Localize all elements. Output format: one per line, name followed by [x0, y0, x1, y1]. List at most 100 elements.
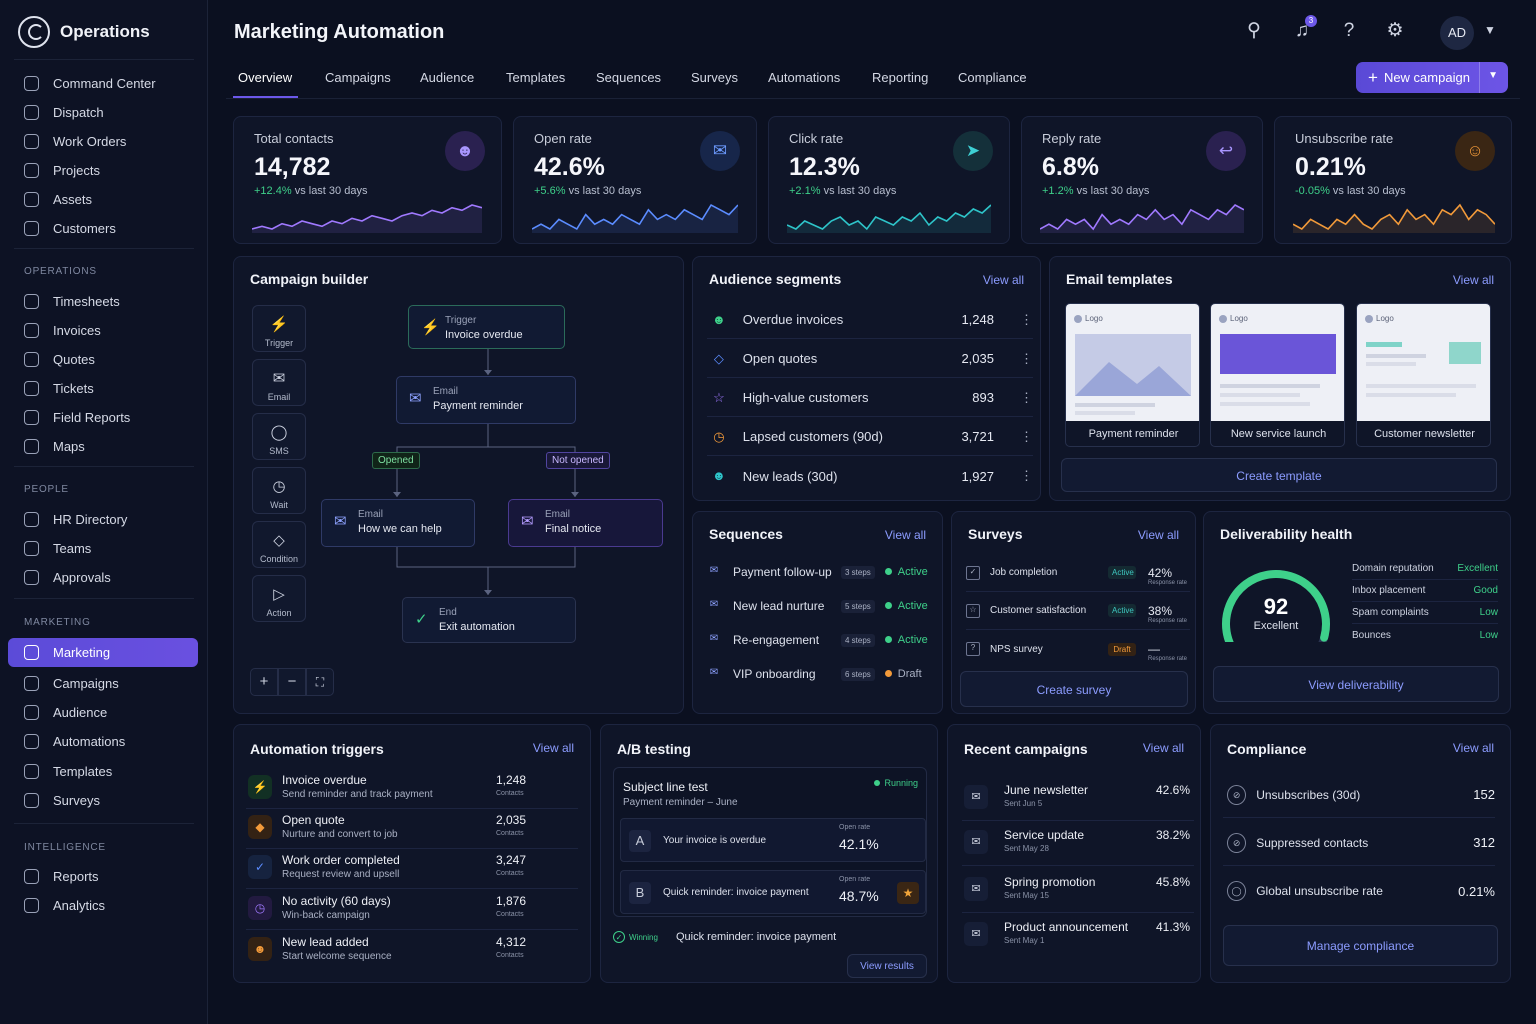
sidebar-item-work-orders[interactable]: Work Orders — [24, 128, 126, 154]
tool-email[interactable]: ✉ Email — [252, 359, 306, 406]
help-icon[interactable]: ? — [1343, 20, 1355, 41]
trigger-row[interactable]: ✓ Work order completed Request review and … — [246, 849, 578, 889]
sidebar-item-maps[interactable]: Maps — [24, 433, 85, 459]
flow-node-email-payment-reminder[interactable]: ✉ Email Payment reminder — [396, 376, 576, 424]
variant-a[interactable]: A Your invoice is overdue Open rate 42.1… — [620, 818, 926, 862]
manage-compliance-button[interactable]: Manage compliance — [1223, 925, 1498, 966]
sidebar-item-customers[interactable]: Customers — [24, 215, 116, 241]
chevron-down-icon[interactable]: ▼ — [1484, 23, 1496, 37]
campaign-row[interactable]: ✉ Product announcement Sent May 1 41.3% — [962, 914, 1194, 958]
sidebar-item-dispatch[interactable]: Dispatch — [24, 99, 104, 125]
tool-action[interactable]: ▷ Action — [252, 575, 306, 622]
view-all-link[interactable]: View all — [1142, 741, 1184, 755]
flow-node-end[interactable]: ✓ End Exit automation — [402, 597, 576, 643]
tab-overview[interactable]: Overview — [238, 70, 293, 85]
campaign-row[interactable]: ✉ Service update Sent May 28 38.2% — [962, 822, 1194, 866]
view-all-link[interactable]: View all — [1137, 528, 1179, 542]
campaign-row[interactable]: ✉ June newsletter Sent Jun 5 42.6% — [962, 777, 1194, 821]
tab-reporting[interactable]: Reporting — [872, 70, 929, 85]
flow-node-email-how-we-can-help[interactable]: ✉ Email How we can help — [321, 499, 475, 547]
bell-icon[interactable]: ♫ — [1294, 20, 1310, 41]
view-deliverability-button[interactable]: View deliverability — [1213, 666, 1499, 702]
tab-compliance[interactable]: Compliance — [958, 70, 1027, 85]
sidebar-item-invoices[interactable]: Invoices — [24, 317, 101, 343]
segment-row[interactable]: ☻ New leads (30d) 1,927 ⋮ — [707, 457, 1033, 495]
template-card-payment-reminder[interactable]: Logo Payment reminder — [1065, 303, 1200, 447]
create-template-button[interactable]: Create template — [1061, 458, 1497, 492]
tool-sms[interactable]: ◯ SMS — [252, 413, 306, 460]
avatar[interactable]: AD — [1440, 16, 1474, 50]
sequence-row[interactable]: ✉ New lead nurture 5 steps Active — [707, 589, 929, 623]
more-icon[interactable]: ⋮ — [1020, 389, 1033, 405]
template-card-new-service-launch[interactable]: Logo New service launch — [1210, 303, 1345, 447]
search-icon[interactable]: ⚲ — [1247, 20, 1261, 41]
sequence-row[interactable]: ✉ Re-engagement 4 steps Active — [707, 623, 929, 657]
segment-row[interactable]: ◷ Lapsed customers (90d) 3,721 ⋮ — [707, 418, 1033, 456]
tool-wait[interactable]: ◷ Wait — [252, 467, 306, 514]
segment-row[interactable]: ◇ Open quotes 2,035 ⋮ — [707, 340, 1033, 378]
view-all-link[interactable]: View all — [982, 273, 1024, 287]
sidebar-item-quotes[interactable]: Quotes — [24, 346, 95, 372]
create-survey-button[interactable]: Create survey — [960, 671, 1188, 707]
view-all-link[interactable]: View all — [532, 741, 574, 755]
sidebar-item-reports[interactable]: Reports — [24, 863, 99, 889]
trigger-row[interactable]: ◆ Open quote Nurture and convert to job 2,0… — [246, 809, 578, 849]
zoom-out-button[interactable]: − — [278, 668, 306, 696]
campaign-row[interactable]: ✉ Spring promotion Sent May 15 45.8% — [962, 869, 1194, 913]
kpi-card-total-contacts[interactable]: Total contacts 14,782 +12.4% vs last 30 … — [233, 116, 502, 244]
sidebar-item-audience[interactable]: Audience — [24, 699, 107, 725]
tool-condition[interactable]: ◇ Condition — [252, 521, 306, 568]
view-all-link[interactable]: View all — [1452, 273, 1494, 287]
tab-audience[interactable]: Audience — [420, 70, 475, 85]
tool-trigger[interactable]: ⚡ Trigger — [252, 305, 306, 352]
tab-automations[interactable]: Automations — [768, 70, 841, 85]
chevron-down-icon[interactable]: ▼ — [1488, 70, 1498, 81]
sidebar-item-assets[interactable]: Assets — [24, 186, 92, 212]
more-icon[interactable]: ⋮ — [1020, 311, 1033, 327]
survey-row[interactable]: ? NPS survey Draft — Response rate — [966, 630, 1190, 668]
kpi-card-unsubscribe-rate[interactable]: Unsubscribe rate 0.21% -0.05% vs last 30… — [1274, 116, 1512, 244]
sidebar-item-marketing[interactable]: Marketing — [8, 638, 198, 667]
trigger-row[interactable]: ☻ New lead added Start welcome sequence 4,3… — [246, 931, 578, 971]
sidebar-item-projects[interactable]: Projects — [24, 157, 100, 183]
kpi-card-click-rate[interactable]: Click rate 12.3% +2.1% vs last 30 days ➤ — [768, 116, 1010, 244]
variant-b[interactable]: B Quick reminder: invoice payment Open r… — [620, 870, 926, 914]
template-card-customer-newsletter[interactable]: Logo Customer newsletter — [1356, 303, 1491, 447]
sidebar-item-automations[interactable]: Automations — [24, 728, 125, 754]
new-campaign-button[interactable]: + New campaign ▼ — [1356, 62, 1508, 93]
sequence-row[interactable]: ✉ VIP onboarding 6 steps Draft — [707, 657, 929, 691]
tab-sequences[interactable]: Sequences — [596, 70, 662, 85]
sidebar-item-tickets[interactable]: Tickets — [24, 375, 94, 401]
zoom-in-button[interactable]: + — [250, 668, 278, 696]
segment-row[interactable]: ☻ Overdue invoices 1,248 ⋮ — [707, 301, 1033, 339]
flow-node-email-final-notice[interactable]: ✉ Email Final notice — [508, 499, 663, 547]
trigger-row[interactable]: ⚡ Invoice overdue Send reminder and track … — [246, 769, 578, 809]
kpi-card-open-rate[interactable]: Open rate 42.6% +5.6% vs last 30 days ✉ — [513, 116, 757, 244]
sidebar-item-command-center[interactable]: Command Center — [24, 70, 156, 96]
sidebar-item-hr-directory[interactable]: HR Directory — [24, 506, 127, 532]
survey-row[interactable]: ✓ Job completion Active 42% Response rate — [966, 554, 1190, 592]
trigger-row[interactable]: ◷ No activity (60 days) Win-back campaign 1… — [246, 890, 578, 930]
tab-surveys[interactable]: Surveys — [691, 70, 738, 85]
sidebar-item-surveys[interactable]: Surveys — [24, 787, 100, 813]
flow-node-trigger[interactable]: ⚡ Trigger Invoice overdue — [408, 305, 565, 349]
sidebar-item-templates[interactable]: Templates — [24, 758, 112, 784]
brand[interactable]: Operations — [18, 16, 150, 48]
tab-templates[interactable]: Templates — [506, 70, 566, 85]
sidebar-item-teams[interactable]: Teams — [24, 535, 91, 561]
tab-campaigns[interactable]: Campaigns — [325, 70, 391, 85]
view-all-link[interactable]: View all — [884, 528, 926, 542]
kpi-card-reply-rate[interactable]: Reply rate 6.8% +1.2% vs last 30 days ↩ — [1021, 116, 1263, 244]
sidebar-item-analytics[interactable]: Analytics — [24, 892, 105, 918]
sidebar-item-timesheets[interactable]: Timesheets — [24, 288, 120, 314]
sequence-row[interactable]: ✉ Payment follow-up 3 steps Active — [707, 555, 929, 589]
ab-test-panel[interactable]: Subject line test Payment reminder – Jun… — [613, 767, 927, 917]
gear-icon[interactable]: ⚙ — [1386, 20, 1404, 41]
more-icon[interactable]: ⋮ — [1020, 468, 1033, 483]
segment-row[interactable]: ☆ High-value customers 893 ⋮ — [707, 379, 1033, 417]
sidebar-item-campaigns[interactable]: Campaigns — [24, 670, 119, 696]
fit-screen-icon[interactable]: ⛶ — [306, 668, 334, 696]
view-results-button[interactable]: View results — [847, 954, 927, 978]
sidebar-item-field-reports[interactable]: Field Reports — [24, 404, 130, 430]
sidebar-item-approvals[interactable]: Approvals — [24, 564, 111, 590]
